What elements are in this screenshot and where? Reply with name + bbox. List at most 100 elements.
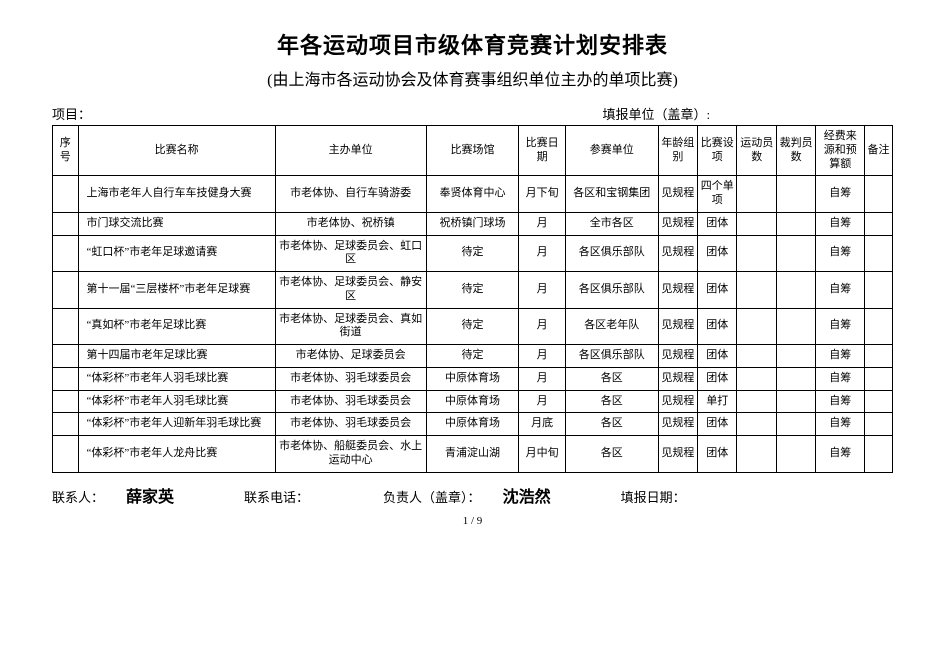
cell-venue: 待定 bbox=[426, 345, 519, 368]
cell-note bbox=[865, 235, 893, 272]
cell-seq bbox=[53, 212, 79, 235]
reporter-label: 填报单位（盖章）: bbox=[343, 104, 894, 123]
cell-referees bbox=[776, 235, 815, 272]
cell-note bbox=[865, 367, 893, 390]
cell-seq bbox=[53, 390, 79, 413]
cell-fund: 自筹 bbox=[816, 176, 865, 213]
cell-host: 市老体协、自行车骑游委 bbox=[275, 176, 426, 213]
cell-athletes bbox=[737, 345, 776, 368]
cell-setting: 团体 bbox=[698, 436, 737, 473]
cell-participants: 各区 bbox=[565, 413, 658, 436]
cell-age: 见规程 bbox=[658, 345, 697, 368]
cell-seq bbox=[53, 413, 79, 436]
cell-host: 市老体协、足球委员会、虹口区 bbox=[275, 235, 426, 272]
page-title: 年各运动项目市级体育竞赛计划安排表 bbox=[52, 28, 893, 60]
cell-name: 市门球交流比赛 bbox=[78, 212, 275, 235]
col-age: 年龄组别 bbox=[658, 126, 697, 176]
cell-age: 见规程 bbox=[658, 367, 697, 390]
table-row: “体彩杯”市老年人迎新年羽毛球比赛市老体协、羽毛球委员会中原体育场月底各区见规程… bbox=[53, 413, 893, 436]
cell-athletes bbox=[737, 436, 776, 473]
cell-fund: 自筹 bbox=[816, 272, 865, 309]
table-row: “体彩杯”市老年人龙舟比赛市老体协、船艇委员会、水上运动中心青浦淀山湖月中旬各区… bbox=[53, 436, 893, 473]
cell-date: 月 bbox=[519, 308, 565, 345]
cell-fund: 自筹 bbox=[816, 308, 865, 345]
contact-label: 联系人： bbox=[52, 487, 104, 506]
cell-note bbox=[865, 436, 893, 473]
phone-label: 联系电话： bbox=[244, 487, 309, 506]
cell-name: 第十四届市老年足球比赛 bbox=[78, 345, 275, 368]
col-host: 主办单位 bbox=[275, 126, 426, 176]
col-venue: 比赛场馆 bbox=[426, 126, 519, 176]
header-row: 序号 比赛名称 主办单位 比赛场馆 比赛日期 参赛单位 年龄组别 比赛设项 运动… bbox=[53, 126, 893, 176]
cell-host: 市老体协、羽毛球委员会 bbox=[275, 390, 426, 413]
table-row: “体彩杯”市老年人羽毛球比赛市老体协、羽毛球委员会中原体育场月各区见规程单打自筹 bbox=[53, 390, 893, 413]
cell-venue: 青浦淀山湖 bbox=[426, 436, 519, 473]
cell-date: 月底 bbox=[519, 413, 565, 436]
cell-athletes bbox=[737, 308, 776, 345]
cell-age: 见规程 bbox=[658, 436, 697, 473]
col-ath: 运动员数 bbox=[737, 126, 776, 176]
cell-host: 市老体协、足球委员会、静安区 bbox=[275, 272, 426, 309]
cell-referees bbox=[776, 212, 815, 235]
col-fund: 经费来源和预算额 bbox=[816, 126, 865, 176]
cell-athletes bbox=[737, 390, 776, 413]
cell-note bbox=[865, 345, 893, 368]
cell-date: 月 bbox=[519, 235, 565, 272]
cell-referees bbox=[776, 390, 815, 413]
cell-date: 月下旬 bbox=[519, 176, 565, 213]
cell-note bbox=[865, 272, 893, 309]
table-head: 序号 比赛名称 主办单位 比赛场馆 比赛日期 参赛单位 年龄组别 比赛设项 运动… bbox=[53, 126, 893, 176]
cell-name: “体彩杯”市老年人龙舟比赛 bbox=[78, 436, 275, 473]
cell-age: 见规程 bbox=[658, 413, 697, 436]
cell-age: 见规程 bbox=[658, 308, 697, 345]
cell-seq bbox=[53, 436, 79, 473]
cell-referees bbox=[776, 367, 815, 390]
cell-seq bbox=[53, 176, 79, 213]
cell-name: “虹口杯”市老年足球邀请赛 bbox=[78, 235, 275, 272]
cell-venue: 待定 bbox=[426, 272, 519, 309]
table-row: “真如杯”市老年足球比赛市老体协、足球委员会、真如街道待定月各区老年队见规程团体… bbox=[53, 308, 893, 345]
cell-setting: 团体 bbox=[698, 308, 737, 345]
col-note: 备注 bbox=[865, 126, 893, 176]
cell-age: 见规程 bbox=[658, 212, 697, 235]
cell-host: 市老体协、船艇委员会、水上运动中心 bbox=[275, 436, 426, 473]
cell-referees bbox=[776, 436, 815, 473]
col-set: 比赛设项 bbox=[698, 126, 737, 176]
cell-fund: 自筹 bbox=[816, 345, 865, 368]
cell-fund: 自筹 bbox=[816, 235, 865, 272]
cell-participants: 各区 bbox=[565, 367, 658, 390]
cell-venue: 中原体育场 bbox=[426, 390, 519, 413]
cell-fund: 自筹 bbox=[816, 367, 865, 390]
cell-fund: 自筹 bbox=[816, 390, 865, 413]
cell-setting: 四个单项 bbox=[698, 176, 737, 213]
cell-note bbox=[865, 413, 893, 436]
cell-host: 市老体协、羽毛球委员会 bbox=[275, 367, 426, 390]
cell-age: 见规程 bbox=[658, 176, 697, 213]
cell-note bbox=[865, 308, 893, 345]
cell-host: 市老体协、羽毛球委员会 bbox=[275, 413, 426, 436]
cell-participants: 各区老年队 bbox=[565, 308, 658, 345]
col-part: 参赛单位 bbox=[565, 126, 658, 176]
cell-seq bbox=[53, 272, 79, 309]
cell-participants: 各区俱乐部队 bbox=[565, 235, 658, 272]
cell-date: 月 bbox=[519, 367, 565, 390]
owner-value: 沈浩然 bbox=[503, 483, 551, 507]
cell-name: “体彩杯”市老年人迎新年羽毛球比赛 bbox=[78, 413, 275, 436]
cell-fund: 自筹 bbox=[816, 212, 865, 235]
cell-setting: 团体 bbox=[698, 235, 737, 272]
cell-seq bbox=[53, 345, 79, 368]
cell-setting: 团体 bbox=[698, 272, 737, 309]
cell-participants: 各区 bbox=[565, 436, 658, 473]
contact-value: 薛家英 bbox=[126, 483, 174, 507]
cell-setting: 团体 bbox=[698, 367, 737, 390]
cell-participants: 全市各区 bbox=[565, 212, 658, 235]
project-label: 项目： bbox=[52, 104, 343, 123]
cell-name: “真如杯”市老年足球比赛 bbox=[78, 308, 275, 345]
table-row: “体彩杯”市老年人羽毛球比赛市老体协、羽毛球委员会中原体育场月各区见规程团体自筹 bbox=[53, 367, 893, 390]
cell-host: 市老体协、足球委员会 bbox=[275, 345, 426, 368]
table-body: 上海市老年人自行车车技健身大赛市老体协、自行车骑游委奉贤体育中心月下旬各区和宝钢… bbox=[53, 176, 893, 472]
table-row: “虹口杯”市老年足球邀请赛市老体协、足球委员会、虹口区待定月各区俱乐部队见规程团… bbox=[53, 235, 893, 272]
cell-athletes bbox=[737, 272, 776, 309]
table-row: 第十一届“三层楼杯”市老年足球赛市老体协、足球委员会、静安区待定月各区俱乐部队见… bbox=[53, 272, 893, 309]
cell-age: 见规程 bbox=[658, 272, 697, 309]
